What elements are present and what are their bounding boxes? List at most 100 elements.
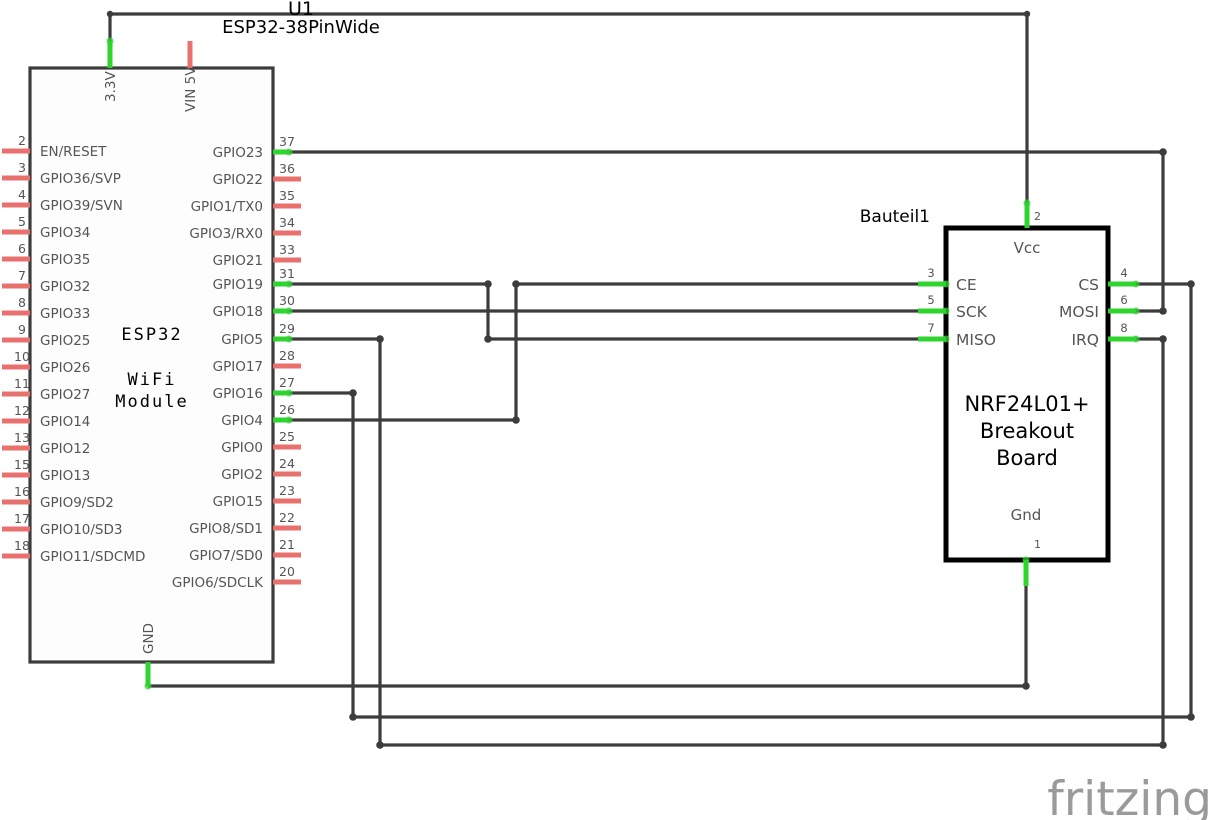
wire-irq (289, 337, 1165, 747)
junction-dot (349, 713, 357, 721)
esp32-pin-num-8: 8 (18, 295, 26, 310)
junction-dot (484, 280, 492, 288)
junction-dot (1187, 280, 1195, 288)
esp32-pin-label-29: GPIO5 (221, 332, 263, 348)
esp32-pin-label-18: GPIO11/SDCMD (40, 549, 145, 565)
connector-dot (106, 37, 114, 45)
esp32-pin-num-17: 17 (14, 511, 30, 526)
junction-dot (1187, 713, 1195, 721)
esp32-pin-label-16: GPIO9/SD2 (40, 495, 114, 511)
esp32-body-outline (28, 66, 275, 664)
nrf-pin-num-4: 4 (1120, 266, 1127, 280)
nrf-pin-label-cs: CS (1078, 276, 1099, 294)
junction-dot (512, 416, 520, 424)
junction-dot (376, 741, 384, 749)
esp32-body-line-2: Module (115, 392, 188, 412)
esp32-pin-label-7: GPIO32 (40, 279, 90, 295)
esp32-pin-num-13: 13 (14, 430, 30, 445)
nrf-pin-num-6: 6 (1120, 293, 1127, 307)
nrf-pin-num-8: 8 (1120, 321, 1127, 335)
junction-dot (376, 335, 384, 343)
esp32-pin-label-10: GPIO26 (40, 360, 90, 376)
connector-dot (285, 335, 293, 343)
esp32-pin-label-22: GPIO8/SD1 (189, 521, 263, 537)
esp32-pin-label-17: GPIO10/SD3 (40, 522, 123, 538)
nrf-pin-legs (918, 203, 1136, 586)
wire-ce (289, 282, 946, 422)
esp32-pin-num-15: 15 (14, 457, 30, 472)
connector-dot (1132, 280, 1140, 288)
esp32-pin-num-26: 26 (279, 402, 295, 417)
esp32-pin-num-29: 29 (279, 321, 295, 336)
esp32-pin-num-7: 7 (18, 268, 26, 283)
connector-dot (1023, 199, 1031, 207)
junction-dot (1022, 682, 1030, 690)
esp32-pin-label-31: GPIO19 (213, 277, 263, 293)
connector-dot (942, 280, 950, 288)
nrf-pin-num-vcc: 2 (1034, 210, 1041, 223)
esp32-pin-num-31: 31 (279, 266, 295, 281)
esp32-body-line-1: WiFi (128, 370, 177, 390)
esp32-pin-num-27: 27 (279, 375, 295, 390)
nrf-pin-label-ce: CE (956, 276, 977, 294)
connector-dot (942, 335, 950, 343)
esp32-pin-num-24: 24 (279, 456, 295, 471)
connector-dot (285, 389, 293, 397)
esp32-top-pin-label-3v3: 3.3V (103, 71, 119, 102)
esp32-pin-num-22: 22 (279, 510, 295, 525)
nrf-left-pins-text: CE 3 SCK 5 MISO 7 (927, 266, 996, 349)
esp32-top-pin-label-vin5v: VIN 5V (183, 66, 199, 112)
junction-dot (1023, 10, 1031, 18)
esp32-pin-num-10: 10 (14, 349, 30, 364)
esp32-pin-num-3: 3 (18, 160, 26, 175)
esp32-pin-label-8: GPIO33 (40, 306, 90, 322)
junction-dot (106, 10, 114, 18)
esp32-pin-label-4: GPIO39/SVN (40, 198, 123, 214)
esp32-part-name: ESP32-38PinWide (222, 17, 380, 38)
esp32-pin-num-35: 35 (279, 188, 295, 203)
esp32-pin-label-9: GPIO25 (40, 333, 90, 349)
connector-dot (1132, 307, 1140, 315)
nrf-pin-label-vcc: Vcc (1014, 239, 1041, 257)
esp32-pin-label-30: GPIO18 (213, 304, 263, 320)
esp32-pin-num-34: 34 (279, 215, 295, 230)
esp32-pin-num-9: 9 (18, 322, 26, 337)
esp32-pin-label-33: GPIO21 (213, 253, 263, 269)
junction-dot (1159, 741, 1167, 749)
esp32-pin-label-11: GPIO27 (40, 387, 90, 403)
junction-dot (512, 280, 520, 288)
nrf-pin-label-gnd: Gnd (1011, 506, 1042, 524)
esp32-pin-label-20: GPIO6/SDCLK (172, 575, 264, 591)
connector-dot (942, 307, 950, 315)
esp32-pin-label-34: GPIO3/RX0 (189, 226, 263, 242)
nrf-pin-num-7: 7 (927, 321, 934, 335)
esp32-pin-label-28: GPIO17 (213, 359, 263, 375)
connector-dot (1022, 556, 1030, 564)
connector-dot (285, 280, 293, 288)
esp32-pin-label-21: GPIO7/SD0 (189, 548, 263, 564)
nrf-body-line-1: Breakout (980, 419, 1074, 443)
esp32-right-pins-text: GPIO23 37 GPIO22 36 GPIO1/TX0 35 GPIO3/RX0 34 GP… (172, 134, 295, 591)
nrf-body-line-0: NRF24L01+ (964, 392, 1089, 416)
nrf-body-line-2: Board (996, 446, 1058, 470)
esp32-pin-label-23: GPIO15 (213, 494, 263, 510)
connector-dot (144, 682, 152, 690)
esp32-pin-label-2: EN/RESET (40, 144, 107, 160)
esp32-pin-label-12: GPIO14 (40, 414, 90, 430)
junction-dot (1159, 148, 1167, 156)
esp32-pin-label-25: GPIO0 (221, 440, 263, 456)
esp32-bottom-pin-label-gnd: GND (141, 623, 157, 654)
nrf-pin-label-sck: SCK (956, 303, 988, 321)
esp32-pin-num-20: 20 (279, 564, 295, 579)
esp32-pin-label-13: GPIO12 (40, 441, 90, 457)
esp32-pin-label-26: GPIO4 (221, 413, 263, 429)
esp32-pin-label-3: GPIO36/SVP (40, 171, 121, 187)
connector-dot (285, 416, 293, 424)
connector-dot (285, 148, 293, 156)
esp32-pin-num-12: 12 (14, 403, 30, 418)
esp32-pin-label-6: GPIO35 (40, 252, 90, 268)
nrf-pin-label-irq: IRQ (1071, 331, 1099, 349)
esp32-pin-num-25: 25 (279, 429, 295, 444)
esp32-pin-label-37: GPIO23 (213, 145, 263, 161)
